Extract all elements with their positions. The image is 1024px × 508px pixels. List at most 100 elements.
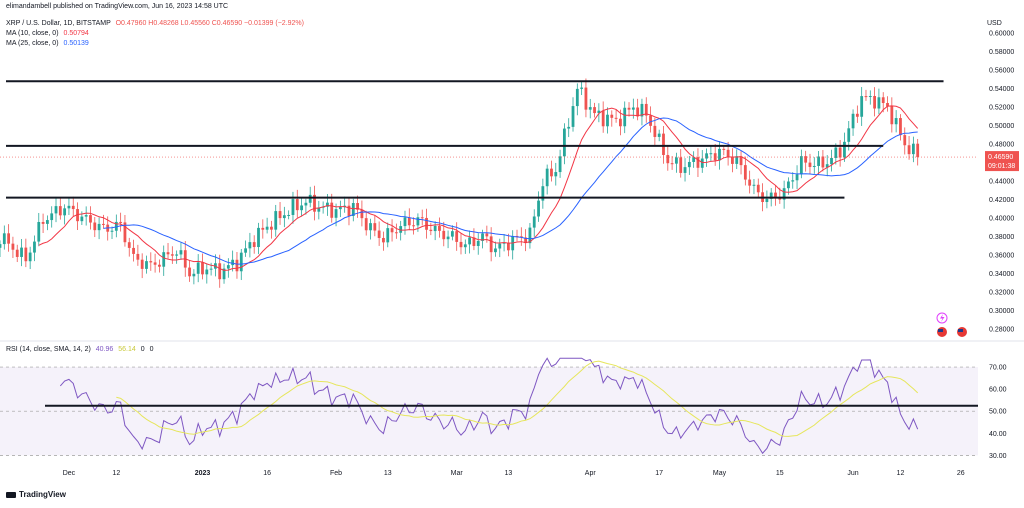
candle bbox=[653, 117, 657, 147]
candle bbox=[145, 255, 148, 274]
candle bbox=[894, 110, 898, 133]
candle bbox=[369, 218, 372, 240]
candle bbox=[692, 151, 696, 168]
candle bbox=[890, 97, 894, 133]
candle bbox=[373, 214, 377, 237]
time-axis-tick: Jun bbox=[847, 470, 858, 477]
candle bbox=[812, 157, 816, 174]
candle bbox=[864, 89, 868, 101]
candle bbox=[446, 230, 450, 249]
candle bbox=[170, 246, 174, 264]
us-flag-icon[interactable] bbox=[957, 327, 967, 337]
candle bbox=[640, 98, 644, 126]
price-axis-tick: 0.56000 bbox=[989, 68, 1014, 75]
candle bbox=[524, 229, 528, 252]
candle bbox=[567, 118, 571, 138]
candle bbox=[37, 212, 41, 247]
candle bbox=[489, 227, 493, 262]
candle bbox=[257, 222, 260, 255]
candle bbox=[821, 150, 825, 172]
time-axis-tick: 16 bbox=[263, 470, 271, 477]
rsi-sma-value: 56.14 bbox=[118, 346, 136, 353]
candle bbox=[886, 96, 889, 112]
candle bbox=[390, 219, 394, 242]
candle bbox=[804, 150, 808, 172]
time-axis-tick: Feb bbox=[330, 470, 342, 477]
rsi-extra-1: 0 bbox=[140, 346, 145, 353]
candle bbox=[67, 197, 71, 215]
us-flag-icon[interactable] bbox=[937, 327, 947, 337]
candle bbox=[873, 87, 876, 117]
time-axis-tick: 13 bbox=[384, 470, 392, 477]
candle bbox=[558, 149, 562, 178]
candle bbox=[84, 206, 88, 226]
candle bbox=[748, 170, 752, 194]
candle bbox=[735, 149, 739, 170]
candle bbox=[162, 245, 166, 276]
candle bbox=[606, 107, 609, 134]
tradingview-logo-text: TradingView bbox=[19, 490, 66, 499]
candle bbox=[580, 81, 584, 96]
candle bbox=[179, 242, 183, 260]
last-price-tag bbox=[985, 151, 1019, 172]
candle bbox=[903, 127, 907, 155]
candle bbox=[300, 197, 303, 217]
candle bbox=[71, 196, 75, 217]
price-axis-tick: 0.44000 bbox=[989, 179, 1014, 186]
candle bbox=[506, 233, 510, 257]
candle bbox=[127, 237, 131, 257]
candle bbox=[282, 206, 286, 228]
flash-icon[interactable] bbox=[936, 312, 948, 324]
price-axis-tick: 0.54000 bbox=[989, 86, 1014, 93]
candle bbox=[412, 217, 416, 235]
candle bbox=[450, 225, 454, 241]
candle bbox=[511, 230, 515, 260]
tradingview-logo[interactable]: TradingView bbox=[6, 490, 66, 499]
candle bbox=[657, 129, 661, 142]
rsi-axis-tick: 40.00 bbox=[989, 431, 1007, 438]
candle bbox=[782, 180, 786, 209]
candle bbox=[201, 253, 204, 280]
published-note: elimandambell published on TradingView.c… bbox=[6, 3, 229, 10]
ohlc-values: O0.47960 H0.48268 L0.45560 C0.46590 −0.0… bbox=[115, 20, 304, 27]
candle bbox=[15, 244, 19, 263]
candle bbox=[28, 246, 32, 270]
candle bbox=[248, 232, 252, 258]
candle bbox=[33, 235, 36, 262]
candle bbox=[791, 172, 795, 189]
candle bbox=[817, 151, 820, 175]
candle bbox=[756, 178, 760, 197]
candle bbox=[63, 204, 67, 225]
candle bbox=[360, 200, 364, 227]
candle bbox=[153, 253, 157, 273]
candle bbox=[795, 165, 799, 190]
candle bbox=[860, 87, 864, 126]
candle bbox=[317, 200, 321, 220]
price-axis-tick: 0.50000 bbox=[989, 123, 1014, 130]
ma10-label: MA (10, close, 0) bbox=[6, 30, 59, 37]
candle bbox=[7, 224, 11, 252]
candle bbox=[2, 225, 6, 250]
candle bbox=[752, 179, 756, 195]
price-axis-tick: 0.42000 bbox=[989, 197, 1014, 204]
candle bbox=[97, 217, 101, 240]
ma10-line bbox=[38, 105, 919, 271]
candle bbox=[644, 97, 648, 123]
ma25-legend: MA (25, close, 0) 0.50139 bbox=[6, 39, 89, 48]
candle bbox=[597, 103, 601, 123]
candle bbox=[498, 238, 502, 258]
candle bbox=[877, 88, 881, 115]
price-axis-tick: 0.58000 bbox=[989, 49, 1014, 56]
time-axis-tick: 15 bbox=[776, 470, 784, 477]
candle bbox=[899, 114, 902, 141]
candle bbox=[394, 223, 398, 239]
candle bbox=[675, 152, 678, 173]
candle bbox=[356, 195, 359, 218]
candle bbox=[515, 229, 519, 242]
rsi-axis-tick: 30.00 bbox=[989, 453, 1007, 460]
candle bbox=[679, 149, 683, 178]
candle bbox=[571, 97, 575, 132]
candle bbox=[696, 148, 700, 178]
rsi-axis-tick: 70.00 bbox=[989, 365, 1007, 372]
